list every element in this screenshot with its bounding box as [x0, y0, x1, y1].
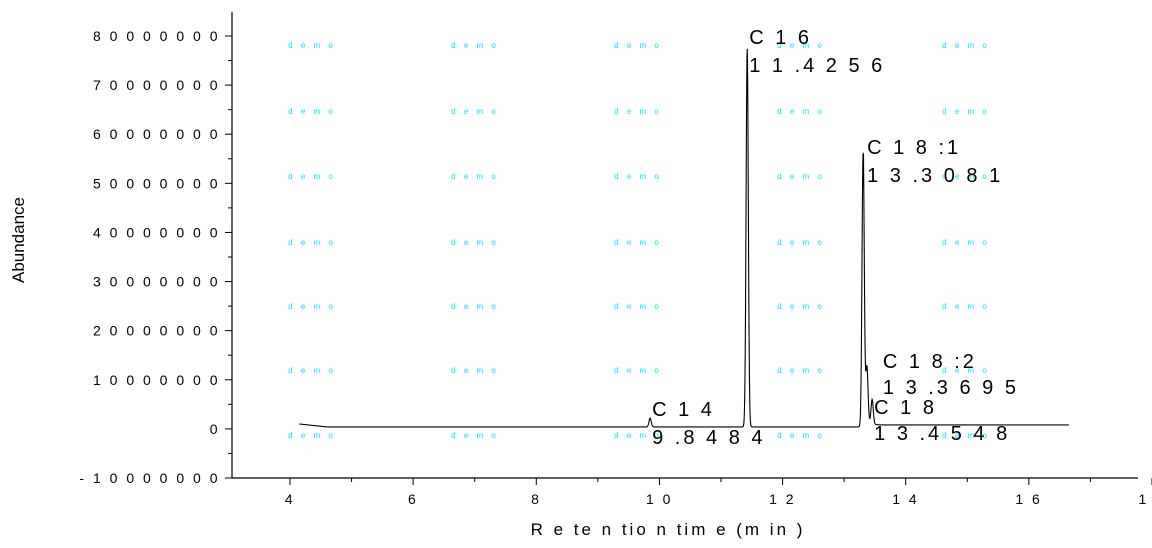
watermark-text: d e m o — [288, 41, 336, 50]
x-axis-title: R e te n tio n tim e (m in ) — [531, 520, 806, 539]
watermark-text: d e m o — [451, 431, 499, 440]
watermark-text: d e m o — [288, 107, 336, 116]
x-tick-label: 1 6 — [1015, 491, 1042, 507]
y-tick-label: 7 0 0 0 0 0 0 0 — [93, 77, 220, 93]
watermark-text: d e m o — [942, 366, 990, 375]
x-tick-label: 1 4 — [892, 491, 919, 507]
watermark-text: d e m o — [777, 172, 825, 181]
watermark-text: d e m o — [614, 366, 662, 375]
y-tick-label: 8 0 0 0 0 0 0 0 — [93, 28, 220, 44]
peak-rt-label: 1 3 .3 0 8 1 — [867, 165, 1003, 187]
peak-rt-label: 1 3 .3 6 9 5 — [883, 377, 1019, 399]
peak-rt-label: 1 1 .4 2 5 6 — [749, 55, 885, 77]
y-tick-label: 4 0 0 0 0 0 0 0 — [93, 224, 220, 240]
watermark-text: d e m o — [777, 107, 825, 116]
watermark-text: d e m o — [614, 238, 662, 247]
watermark-text: d e m o — [288, 431, 336, 440]
x-tick-label: 8 — [531, 491, 541, 507]
watermark-text: d e m o — [451, 302, 499, 311]
watermark-text: d e m o — [451, 238, 499, 247]
watermark-text: d e m o — [777, 366, 825, 375]
x-tick-label: 1 2 — [769, 491, 796, 507]
y-tick-label: 2 0 0 0 0 0 0 0 — [93, 323, 220, 339]
watermark-text: d e m o — [777, 302, 825, 311]
y-tick-label: 3 0 0 0 0 0 0 0 — [93, 274, 220, 290]
peak-rt-label: 1 3 .4 5 4 8 — [874, 423, 1010, 445]
watermark-text: d e m o — [288, 302, 336, 311]
axes: 8 0 0 0 0 0 0 0 7 0 0 0 0 0 0 0 6 0 0 0 0 … — [79, 12, 1152, 507]
watermark-text: d e m o — [942, 107, 990, 116]
watermark-text: d e m o — [942, 302, 990, 311]
watermark-text: d e m o — [288, 172, 336, 181]
watermark-layer: d e m o d e m o d e m o d e m o d e m o d e m… — [288, 41, 990, 440]
peak-name-label: C 1 8 :2 — [883, 351, 977, 373]
watermark-text: d e m o — [614, 172, 662, 181]
peak-rt-label: 9 .8 4 8 4 — [652, 427, 765, 449]
watermark-text: d e m o — [451, 107, 499, 116]
watermark-text: d e m o — [451, 41, 499, 50]
peak-label-group: C 1 4 9 .8 4 8 4 — [652, 399, 765, 449]
chromatogram-trace — [299, 48, 1069, 428]
watermark-text: d e m o — [942, 431, 990, 440]
peak-name-label: C 1 8 — [874, 397, 937, 419]
watermark-text: d e m o — [451, 366, 499, 375]
peak-label-group: C 1 8 :2 1 3 .3 6 9 5 — [883, 351, 1019, 399]
peak-label-group: C 1 8 :1 1 3 .3 0 8 1 — [867, 137, 1003, 187]
watermark-text: d e m o — [777, 238, 825, 247]
watermark-text: d e m o — [942, 238, 990, 247]
watermark-text: d e m o — [614, 302, 662, 311]
peak-labels: C 1 4 9 .8 4 8 4 C 1 6 1 1 .4 2 5 6 C 1 8 :1… — [652, 27, 1019, 449]
watermark-text: d e m o — [777, 431, 825, 440]
peak-name-label: C 1 8 :1 — [867, 137, 961, 159]
x-tick-label: 1 8 — [1139, 491, 1152, 507]
peak-label-group: C 1 6 1 1 .4 2 5 6 — [749, 27, 885, 77]
x-tick-label: 4 — [285, 491, 295, 507]
watermark-text: d e m o — [614, 107, 662, 116]
watermark-text: d e m o — [942, 172, 990, 181]
watermark-text: d e m o — [942, 41, 990, 50]
y-axis-title: Abundance — [9, 197, 28, 283]
y-tick-label: 6 0 0 0 0 0 0 0 — [93, 126, 220, 142]
watermark-text: d e m o — [614, 431, 662, 440]
peak-label-group: C 1 8 1 3 .4 5 4 8 — [874, 397, 1010, 445]
y-tick-label: 1 0 0 0 0 0 0 0 — [93, 372, 220, 388]
peak-name-label: C 1 4 — [652, 399, 715, 421]
watermark-text: d e m o — [288, 366, 336, 375]
watermark-text: d e m o — [451, 172, 499, 181]
trace-path — [299, 48, 1069, 428]
watermark-text: d e m o — [777, 41, 825, 50]
y-tick-label: 5 0 0 0 0 0 0 0 — [93, 175, 220, 191]
watermark-text: d e m o — [614, 41, 662, 50]
x-tick-label: 6 — [408, 491, 418, 507]
watermark-text: d e m o — [288, 238, 336, 247]
peak-name-label: C 1 6 — [749, 27, 812, 49]
y-tick-label: - 1 0 0 0 0 0 0 0 — [79, 470, 220, 486]
x-tick-label: 1 0 — [646, 491, 673, 507]
y-tick-label: 0 — [210, 421, 220, 437]
